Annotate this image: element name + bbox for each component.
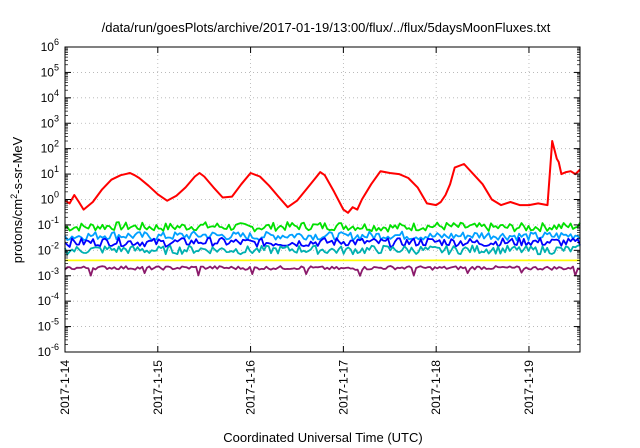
y-axis-label-pre: protons/cm [10, 199, 25, 263]
y-tick-label: 106 [41, 37, 59, 54]
plot-frame [64, 46, 581, 353]
series-layer [64, 140, 581, 277]
x-tick-label: 2017-1-15 [151, 360, 165, 415]
y-tick-label: 102 [41, 139, 59, 156]
y-tick-label: 10-6 [38, 342, 59, 359]
y-tick-label: 10-1 [38, 215, 59, 232]
x-tick-label: 2017-1-16 [244, 360, 258, 415]
y-ticks: 10-6 10-5 10-4 10-3 10-2 10-1 100 101 102 103 104 1… [38, 37, 580, 359]
x-tick-label: 2017-1-18 [429, 360, 443, 415]
y-tick-label: 101 [41, 164, 59, 181]
x-tick-label: 2017-1-17 [336, 360, 350, 415]
y-tick-label: 103 [41, 113, 59, 130]
y-tick-label: 105 [41, 62, 59, 79]
series-line-4 [64, 244, 581, 256]
y-axis-label-post: -s-sr-MeV [10, 136, 25, 193]
series-line-2 [64, 230, 581, 242]
series-line-3 [64, 236, 581, 248]
y-tick-label: 10-2 [38, 240, 59, 257]
x-axis-label: Coordinated Universal Time (UTC) [223, 430, 422, 445]
y-tick-label: 100 [41, 190, 59, 207]
y-tick-label: 10-3 [38, 266, 59, 283]
y-tick-label: 10-5 [38, 317, 59, 334]
grid-lines [65, 47, 580, 352]
series-line-0 [64, 140, 581, 214]
series-line-6 [64, 265, 581, 277]
y-tick-label: 10-4 [38, 291, 59, 308]
x-tick-label: 2017-1-14 [58, 360, 72, 415]
series-line-1 [64, 221, 581, 233]
y-axis-label: protons/cm2-s-sr-MeV [9, 136, 25, 263]
y-tick-label: 104 [41, 88, 59, 105]
chart-title: /data/run/goesPlots/archive/2017-01-19/1… [102, 20, 551, 35]
x-ticks: 2017-1-14 2017-1-15 2017-1-16 2017-1-17 2017… [58, 47, 536, 415]
x-tick-label: 2017-1-19 [522, 360, 536, 415]
y-axis-label-sup: 2 [9, 194, 19, 199]
